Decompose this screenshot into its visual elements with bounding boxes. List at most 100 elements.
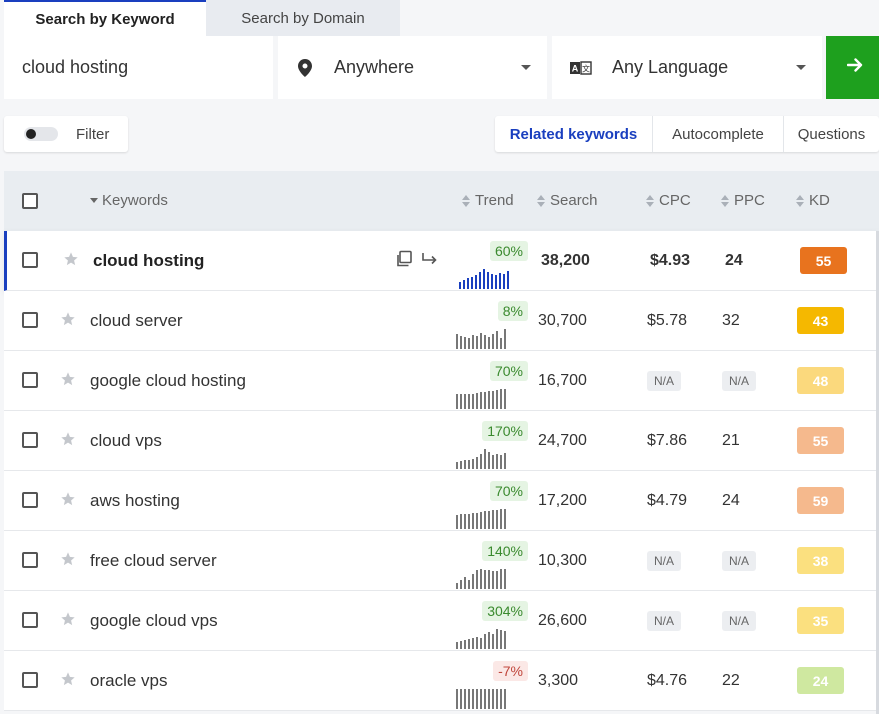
trend-bar [464,577,466,589]
star-icon[interactable] [60,371,76,387]
trend-bar [472,459,474,469]
tab-autocomplete[interactable]: Autocomplete [652,116,783,152]
trend-bar [464,640,466,649]
trend-bar [472,638,474,649]
location-select[interactable]: Anywhere [278,36,547,99]
star-icon[interactable] [63,251,79,267]
star-icon[interactable] [60,431,76,447]
table-row[interactable]: google cloud hosting 70% 16,700 N/A N/A 48 [4,351,879,411]
star-icon[interactable] [60,671,76,687]
trend-bar [460,580,462,589]
table-row[interactable]: cloud server 8% 30,700 $5.78 32 43 [4,291,879,351]
trend-bar [504,509,506,529]
row-checkbox[interactable] [22,372,38,388]
keyword-text[interactable]: free cloud server [90,551,217,570]
star-icon[interactable] [60,611,76,627]
trend-bar [488,452,490,469]
row-checkbox[interactable] [22,552,38,568]
table-row[interactable]: cloud vps 170% 24,700 $7.86 21 55 [4,411,879,471]
trend-bar [500,338,502,349]
filter-toggle-button[interactable]: Filter [4,116,128,152]
trend-bar [484,449,486,469]
column-header-ppc[interactable]: PPC [721,192,765,209]
trend-bar [456,583,458,589]
column-header-trend[interactable]: Trend [462,192,514,209]
trend-bar [468,580,470,589]
trend-bar [484,392,486,409]
keyword-text[interactable]: google cloud hosting [90,371,246,390]
table-row[interactable]: aws hosting 70% 17,200 $4.79 24 59 [4,471,879,531]
trend-bar [468,639,470,649]
filter-toggle-switch[interactable] [24,127,58,141]
table-row[interactable]: cloud hosting 60% 38,200 $4.93 24 55 [4,231,879,291]
kd-badge: 48 [797,367,844,394]
search-submit-button[interactable] [826,36,879,99]
row-checkbox[interactable] [22,672,38,688]
column-header-search[interactable]: Search [537,192,598,209]
table-row[interactable]: free cloud server 140% 10,300 N/A N/A 38 [4,531,879,591]
trend-percent: 140% [482,541,528,561]
trend-bar [471,277,473,289]
trend-bar [496,390,498,409]
open-keyword-icon[interactable] [421,250,439,273]
trend-bar [476,336,478,349]
trend-bar [463,280,465,289]
star-icon[interactable] [60,491,76,507]
copy-icon[interactable] [395,250,413,273]
search-volume: 16,700 [538,372,587,389]
trend-bar [464,337,466,349]
column-header-cpc[interactable]: CPC [646,192,691,209]
table-scrollbar[interactable] [876,231,879,714]
column-header-keywords[interactable]: Keywords [90,192,168,209]
search-mode-tabs: Search by Keyword Search by Domain [4,0,400,36]
keyword-text[interactable]: google cloud vps [90,611,218,630]
table-row[interactable]: oracle vps -7% 3,300 $4.76 22 24 [4,651,879,711]
trend-bar [492,455,494,469]
keyword-text[interactable]: cloud server [90,311,183,330]
row-checkbox[interactable] [22,492,38,508]
trend-bar [456,462,458,469]
sort-icon [537,194,545,207]
keyword-text[interactable]: aws hosting [90,491,180,510]
location-value: Anywhere [334,57,415,77]
tab-search-by-keyword[interactable]: Search by Keyword [4,0,206,36]
keyword-text[interactable]: oracle vps [90,671,168,690]
tab-questions[interactable]: Questions [783,116,879,152]
select-all-checkbox[interactable] [22,193,38,209]
trend-bar [476,637,478,649]
row-checkbox[interactable] [22,612,38,628]
trend-bar [464,689,466,709]
column-header-kd[interactable]: KD [796,192,830,209]
trend-bar [472,689,474,709]
trend-sparkline [456,329,506,349]
trend-bar [460,514,462,529]
keyword-text[interactable]: cloud vps [90,431,162,450]
trend-bar [504,689,506,709]
trend-bar [483,269,485,289]
trend-bar [456,515,458,529]
row-checkbox[interactable] [22,252,38,268]
row-checkbox[interactable] [22,432,38,448]
star-icon[interactable] [60,311,76,327]
keyword-input[interactable] [4,36,273,99]
map-pin-icon [296,58,314,77]
tab-search-by-domain[interactable]: Search by Domain [206,0,400,36]
trend-bar [488,570,490,589]
trend-bar [480,569,482,589]
table-row[interactable]: google cloud vps 304% 26,600 N/A N/A 35 [4,591,879,651]
tab-related-keywords[interactable]: Related keywords [509,125,638,143]
trend-bar [456,334,458,349]
trend-percent: 304% [482,601,528,621]
trend-sparkline [456,389,506,409]
trend-bar [460,689,462,709]
trend-bar [464,514,466,529]
trend-bar [480,689,482,709]
search-volume: 24,700 [538,432,587,449]
trend-bar [475,275,477,289]
row-checkbox[interactable] [22,312,38,328]
ppc-value: 24 [725,252,743,269]
trend-bar [480,638,482,649]
star-icon[interactable] [60,551,76,567]
keyword-text[interactable]: cloud hosting [93,251,205,270]
